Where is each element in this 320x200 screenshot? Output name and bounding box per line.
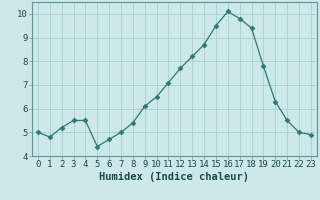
X-axis label: Humidex (Indice chaleur): Humidex (Indice chaleur) [100, 172, 249, 182]
